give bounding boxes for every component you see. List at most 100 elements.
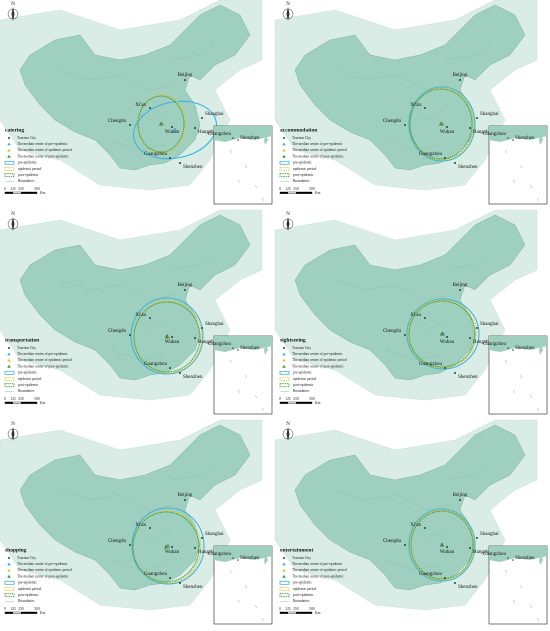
inset-frame [488, 545, 548, 625]
province-boundary [59, 489, 121, 501]
city-label: Shenzhen [458, 375, 478, 380]
city-point [459, 79, 461, 81]
ellipse-post [409, 88, 473, 160]
city-point [454, 372, 456, 374]
legend-label: The median center of post-epidemic [292, 154, 344, 158]
city-point [476, 327, 478, 329]
legend-label: post-epidemic [293, 593, 314, 597]
inset-island [229, 359, 233, 364]
city-point [454, 582, 456, 584]
legend-symbol [4, 580, 15, 585]
city-label: Xi'an [410, 103, 421, 108]
city-point [512, 559, 514, 561]
legend-symbol [4, 377, 15, 381]
province-boundary [119, 74, 176, 91]
inset-island [504, 149, 508, 154]
ellipse-post [137, 95, 185, 153]
legend-symbol [8, 347, 10, 349]
scale-label: 0 [4, 397, 6, 401]
inset-land [489, 126, 547, 142]
city-label: Guangzhou [419, 152, 443, 157]
city-label: Guangzhou [419, 572, 443, 577]
scale-label: 0 [279, 607, 281, 611]
median-center [439, 121, 443, 126]
city-label: Wuhan [165, 550, 180, 555]
city-point [194, 127, 196, 129]
scale-label: 0 [4, 607, 6, 611]
inset-island [512, 389, 516, 394]
scale-label: 250 [293, 607, 299, 611]
ellipse-epidemic [409, 509, 475, 581]
scale-label: 500 [309, 607, 315, 611]
scale-unit: Km [315, 611, 321, 615]
ellipse-pre [408, 86, 476, 162]
legend-symbol [279, 580, 290, 585]
map-panel: N Beijing Xi'an Chengdu Wuhan Shanghai Hangzho… [0, 209, 273, 415]
scale-label: 0 [4, 187, 6, 191]
scale-label: 125 [10, 187, 16, 191]
city-label: Hangzhou [198, 130, 219, 135]
city-label: Chengdu [108, 119, 127, 124]
legend-symbol [282, 148, 286, 152]
inset-island [536, 197, 540, 202]
map-panel: N Beijing Xi'an Chengdu Wuhan Shanghai Hangzho… [274, 209, 548, 415]
city-point [171, 546, 173, 548]
scale-label: 125 [285, 187, 291, 191]
inset-island [512, 179, 516, 184]
median-center [173, 127, 177, 132]
province-boundary [444, 254, 491, 271]
china-map [19, 214, 251, 381]
province-boundary [384, 139, 441, 151]
scale-bar [296, 402, 312, 404]
legend-label: The median center of epidemic period [292, 148, 347, 152]
city-label: Shenzhen [183, 165, 203, 170]
province-boundary [444, 464, 491, 481]
legend-symbol [7, 352, 11, 356]
inset-island [244, 374, 248, 379]
inset-island [244, 584, 248, 589]
province-boundary [59, 69, 121, 81]
legend-label: Boundaries [293, 599, 310, 603]
panel-title: sightseeing [280, 337, 306, 343]
legend-symbol [279, 587, 290, 591]
city-point [179, 162, 181, 164]
city-label: Hangzhou [473, 550, 494, 555]
city-label: Wuhan [440, 130, 455, 135]
legend-symbol [4, 587, 15, 591]
legend-label: epidemic period [18, 587, 41, 591]
city-label: Shenzhen [183, 585, 203, 590]
city-point [149, 317, 151, 319]
north-label: N [286, 212, 290, 217]
city-label: Shanghai [480, 532, 499, 537]
inset-island [254, 184, 258, 189]
city-label: Guangzhou [144, 362, 168, 367]
province-boundary [394, 494, 451, 511]
inset-island [519, 584, 523, 589]
province-boundary [169, 464, 216, 481]
legend-label: Boundaries [293, 179, 310, 183]
city-point [232, 137, 234, 139]
inset-land [489, 336, 547, 352]
city-point [512, 139, 514, 141]
city-point [469, 547, 471, 549]
ellipse-epidemic [407, 299, 477, 369]
city-point [507, 137, 509, 139]
inset-island [237, 599, 241, 604]
inset-island [261, 197, 265, 202]
city-point [184, 499, 186, 501]
city-point [446, 336, 448, 338]
city-label: Shanghai [480, 322, 499, 327]
china-map [294, 214, 526, 381]
city-label: Shenzhen [183, 375, 203, 380]
china-map [294, 4, 526, 171]
legend-symbol [279, 167, 290, 171]
city-label: Beijing [453, 493, 468, 498]
china-map [19, 4, 251, 171]
inset-label: Guangzhou [483, 132, 507, 137]
city-label: Shenzhen [458, 165, 478, 170]
north-arrow [11, 7, 15, 21]
inset-label: Shenzhen [240, 556, 260, 561]
legend-symbol [4, 160, 15, 165]
ellipse-pre [132, 100, 218, 160]
legend-label: pre-epidemic [293, 161, 312, 165]
